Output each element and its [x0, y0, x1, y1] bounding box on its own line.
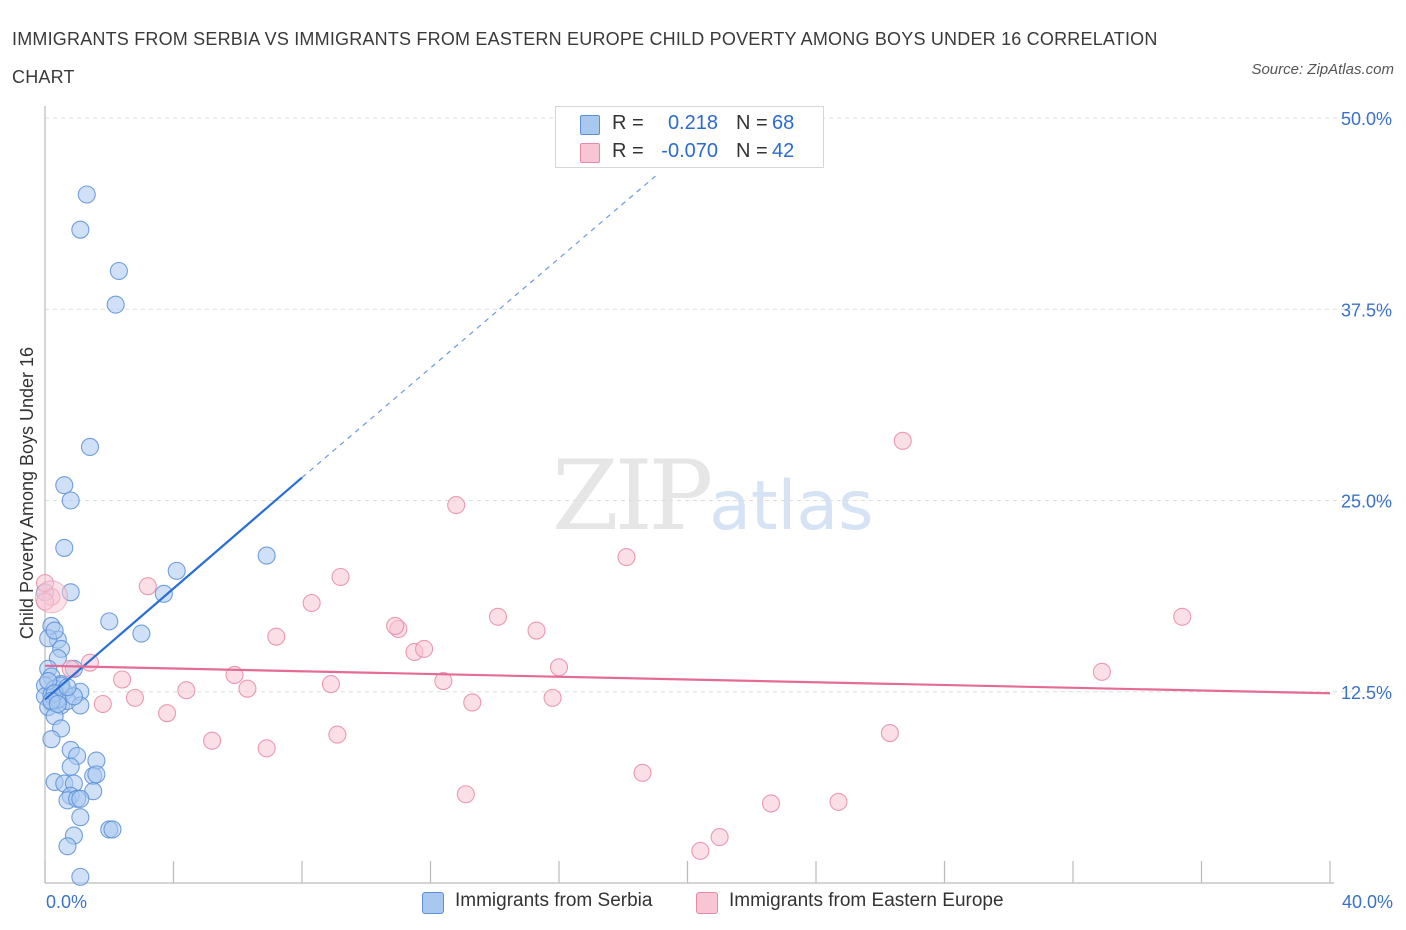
eastern-europe-point [257, 739, 276, 758]
serbia-point [167, 561, 186, 580]
serbia-point [42, 730, 61, 749]
serbia-point [109, 261, 128, 281]
eastern-europe-point [543, 688, 562, 707]
eastern-europe-point [203, 731, 222, 750]
serbia-point [71, 867, 90, 886]
serbia-trend-line [44, 476, 303, 701]
grid-lines [45, 117, 1390, 693]
eastern-europe-swatch [580, 143, 600, 163]
eastern-europe-point [328, 725, 347, 744]
watermark-zip: ZIP [552, 440, 713, 552]
eastern-europe-point [761, 794, 781, 813]
watermark: ZIPatlas [552, 440, 874, 552]
serbia-point [45, 621, 64, 640]
y-tick-label: 25.0% [1341, 492, 1392, 512]
serbia-point [154, 584, 173, 603]
serbia-point [55, 538, 74, 557]
y-tick-label: 12.5% [1341, 683, 1392, 703]
data-points [34, 185, 1192, 886]
eastern-europe-point [691, 841, 710, 860]
n-label: N = [736, 140, 768, 162]
eastern-europe-point [527, 621, 546, 640]
serbia-legend-swatch [422, 892, 444, 914]
correlation-legend: R = 0.218 N = 68 R = -0.070 N = 42 [555, 106, 824, 168]
serbia-point [106, 295, 125, 314]
serbia-point [71, 808, 90, 827]
eastern-europe-point [710, 828, 729, 847]
eastern-europe-point [113, 670, 132, 689]
eastern-europe-trend-line [44, 664, 1331, 695]
eastern-europe-point [138, 577, 157, 596]
eastern-europe-point [415, 639, 434, 658]
serbia-point [87, 765, 106, 784]
axes [44, 106, 1334, 884]
n-value: 42 [772, 140, 795, 162]
eastern-europe-point [238, 679, 257, 698]
eastern-europe-legend-label: Immigrants from Eastern Europe [729, 890, 1004, 911]
axis-labels: 12.5% 25.0% 37.5% 50.0% 0.0% 40.0% Child Pover… [17, 109, 1393, 912]
serbia-legend-label: Immigrants from Serbia [455, 890, 653, 911]
serbia-point [132, 624, 151, 643]
eastern-europe-point [61, 659, 80, 678]
eastern-europe-point [158, 704, 177, 723]
eastern-europe-point [447, 496, 466, 515]
eastern-europe-point [386, 616, 405, 636]
source-credit: Source: ZipAtlas.com [1251, 61, 1394, 78]
serbia-trend-extension [301, 175, 656, 479]
serbia-point [55, 476, 74, 495]
x-tick-label: 0.0% [46, 892, 87, 912]
eastern-europe-point [302, 593, 321, 613]
serbia-swatch [580, 115, 600, 135]
y-tick-label: 37.5% [1341, 300, 1392, 320]
trend-lines [44, 175, 1331, 701]
serbia-point [61, 757, 80, 776]
eastern-europe-point [829, 792, 848, 811]
serbia-point [61, 491, 80, 510]
eastern-europe-point [880, 724, 899, 743]
serbia-point [103, 820, 122, 839]
chart-title: IMMIGRANTS FROM SERBIA VS IMMIGRANTS FRO… [12, 29, 1158, 87]
legend-row-serbia: R = 0.218 N = 68 [556, 110, 823, 138]
eastern-europe-point [93, 694, 112, 714]
watermark-atlas: atlas [709, 467, 874, 546]
eastern-europe-point [34, 580, 68, 614]
eastern-europe-point [893, 431, 912, 450]
y-axis-title: Child Poverty Among Boys Under 16 [17, 347, 37, 639]
eastern-europe-point [177, 681, 196, 700]
serbia-point [71, 789, 90, 808]
serbia-point [77, 185, 96, 204]
eastern-europe-point [617, 548, 636, 567]
r-value: -0.070 [661, 140, 718, 162]
r-label: R = [612, 112, 644, 134]
n-label: N = [736, 112, 768, 134]
eastern-europe-point [633, 763, 652, 782]
n-value: 68 [772, 112, 795, 134]
eastern-europe-point [331, 567, 350, 587]
eastern-europe-point [549, 658, 569, 677]
serbia-point [58, 837, 77, 856]
eastern-europe-legend-swatch [696, 892, 718, 914]
eastern-europe-point [456, 785, 475, 804]
r-value: 0.218 [667, 112, 718, 134]
eastern-europe-point [434, 671, 453, 691]
serbia-point [48, 694, 67, 714]
x-tick-label: 40.0% [1342, 892, 1393, 912]
serbia-point [71, 220, 90, 239]
eastern-europe-point [125, 688, 144, 707]
eastern-europe-point [488, 607, 508, 626]
serbia-point [100, 612, 119, 631]
legend-row-eastern-europe: R = -0.070 N = 42 [556, 138, 823, 166]
eastern-europe-point [267, 627, 286, 646]
r-label: R = [612, 140, 644, 162]
eastern-europe-point [463, 693, 482, 712]
serbia-point [257, 546, 276, 565]
eastern-europe-point [321, 675, 340, 694]
serbia-point [80, 437, 100, 457]
eastern-europe-point [1173, 607, 1192, 626]
eastern-europe-point [1092, 662, 1111, 681]
y-tick-label: 50.0% [1341, 109, 1392, 129]
